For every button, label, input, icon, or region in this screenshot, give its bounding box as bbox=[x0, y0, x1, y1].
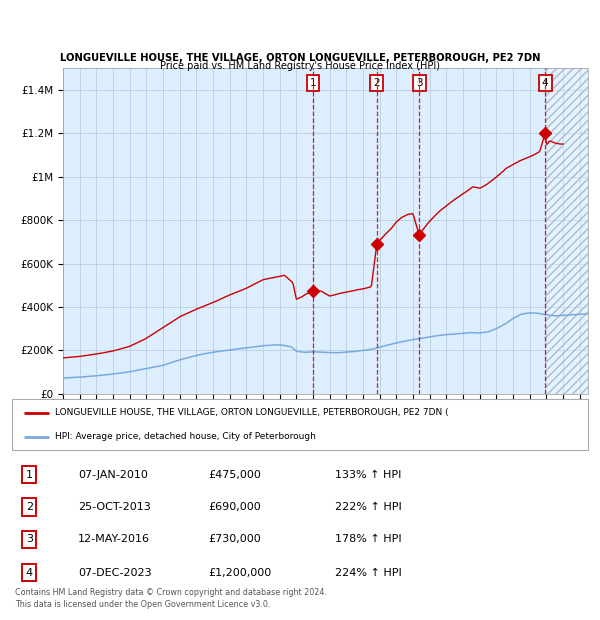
Text: 07-JAN-2010: 07-JAN-2010 bbox=[78, 470, 148, 480]
FancyBboxPatch shape bbox=[12, 399, 588, 450]
Text: 222% ↑ HPI: 222% ↑ HPI bbox=[335, 502, 401, 512]
Text: 12-MAY-2016: 12-MAY-2016 bbox=[78, 534, 150, 544]
Text: 1: 1 bbox=[310, 78, 316, 88]
Text: Price paid vs. HM Land Registry's House Price Index (HPI): Price paid vs. HM Land Registry's House … bbox=[160, 61, 440, 71]
Text: 224% ↑ HPI: 224% ↑ HPI bbox=[335, 567, 401, 578]
Text: 1: 1 bbox=[26, 470, 33, 480]
Text: 3: 3 bbox=[416, 78, 422, 88]
Text: 178% ↑ HPI: 178% ↑ HPI bbox=[335, 534, 401, 544]
Text: 2: 2 bbox=[374, 78, 380, 88]
Bar bbox=[545, 68, 588, 394]
Text: 4: 4 bbox=[26, 567, 33, 578]
Text: £1,200,000: £1,200,000 bbox=[208, 567, 271, 578]
Bar bbox=[545, 68, 588, 394]
Text: £475,000: £475,000 bbox=[208, 470, 261, 480]
Text: LONGUEVILLE HOUSE, THE VILLAGE, ORTON LONGUEVILLE, PETERBOROUGH, PE2 7DN (: LONGUEVILLE HOUSE, THE VILLAGE, ORTON LO… bbox=[55, 409, 449, 417]
Text: 2: 2 bbox=[26, 502, 33, 512]
Bar bbox=[545, 68, 588, 394]
Text: 4: 4 bbox=[542, 78, 548, 88]
Text: LONGUEVILLE HOUSE, THE VILLAGE, ORTON LONGUEVILLE, PETERBOROUGH, PE2 7DN: LONGUEVILLE HOUSE, THE VILLAGE, ORTON LO… bbox=[60, 53, 540, 63]
Text: 3: 3 bbox=[26, 534, 33, 544]
Text: Contains HM Land Registry data © Crown copyright and database right 2024.
This d: Contains HM Land Registry data © Crown c… bbox=[15, 588, 327, 609]
Text: £730,000: £730,000 bbox=[208, 534, 260, 544]
Text: £690,000: £690,000 bbox=[208, 502, 260, 512]
Text: 07-DEC-2023: 07-DEC-2023 bbox=[78, 567, 152, 578]
Text: HPI: Average price, detached house, City of Peterborough: HPI: Average price, detached house, City… bbox=[55, 432, 316, 441]
Text: 133% ↑ HPI: 133% ↑ HPI bbox=[335, 470, 401, 480]
Text: 25-OCT-2013: 25-OCT-2013 bbox=[78, 502, 151, 512]
